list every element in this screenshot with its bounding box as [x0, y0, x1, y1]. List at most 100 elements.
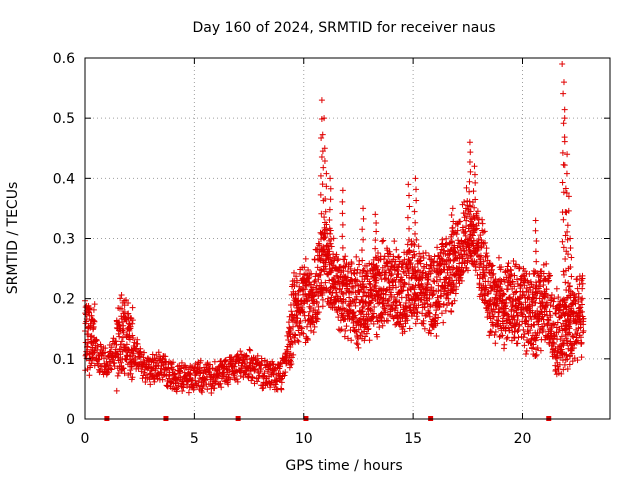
data-point: [364, 306, 371, 313]
data-point: [315, 303, 322, 310]
data-point: [543, 260, 550, 267]
data-point: [113, 341, 120, 348]
data-point-spike: [405, 236, 412, 243]
data-point-spike: [466, 188, 473, 195]
data-point: [233, 376, 240, 383]
data-point: [391, 238, 398, 245]
data-point: [209, 365, 216, 372]
data-point-spike: [360, 288, 367, 295]
data-point: [261, 370, 268, 377]
data-point: [295, 338, 302, 345]
data-point: [555, 294, 562, 301]
data-point: [287, 361, 294, 368]
data-point: [127, 367, 134, 374]
data-point: [225, 381, 232, 388]
data-point: [483, 245, 490, 252]
data-point: [404, 287, 411, 294]
data-point: [412, 305, 419, 312]
data-point: [380, 300, 387, 307]
y-axis-label: SRMTID / TECUs: [5, 182, 21, 295]
data-point: [315, 309, 322, 316]
data-point: [507, 273, 514, 280]
data-point: [429, 292, 436, 299]
data-point: [458, 277, 465, 284]
data-point-spike: [532, 279, 539, 286]
data-point: [368, 292, 375, 299]
data-point: [90, 306, 97, 313]
data-point: [186, 370, 193, 377]
data-point: [242, 353, 249, 360]
data-point: [363, 284, 370, 291]
data-point: [579, 272, 586, 279]
data-point: [395, 270, 402, 277]
data-point: [523, 285, 530, 292]
data-point: [450, 280, 457, 287]
data-point: [389, 306, 396, 313]
data-point: [129, 374, 136, 381]
data-point-spike: [340, 290, 347, 297]
data-point: [343, 323, 350, 330]
data-point: [378, 315, 385, 322]
data-point: [400, 323, 407, 330]
data-point: [580, 315, 587, 322]
data-point: [500, 290, 507, 297]
data-point: [106, 348, 113, 355]
data-point: [434, 294, 441, 301]
data-point-spike: [566, 282, 573, 289]
data-point: [445, 299, 452, 306]
data-point: [486, 300, 493, 307]
data-point: [414, 316, 421, 323]
data-point: [444, 269, 451, 276]
data-point: [578, 301, 585, 308]
data-point: [414, 309, 421, 316]
data-point: [545, 278, 552, 285]
data-point: [433, 278, 440, 285]
data-point: [322, 279, 329, 286]
data-point: [304, 298, 311, 305]
data-point: [495, 317, 502, 324]
data-point: [422, 249, 429, 256]
data-point: [132, 355, 139, 362]
data-point-spike: [467, 168, 474, 175]
data-point: [347, 265, 354, 272]
data-point: [346, 294, 353, 301]
data-point-spike: [322, 234, 329, 241]
data-point: [579, 280, 586, 287]
data-point: [442, 307, 449, 314]
data-point: [385, 317, 392, 324]
data-point: [508, 271, 515, 278]
data-point: [291, 269, 298, 276]
data-point: [534, 345, 541, 352]
data-point: [519, 313, 526, 320]
data-point: [127, 370, 134, 377]
data-point: [82, 352, 89, 359]
data-point: [159, 376, 166, 383]
data-point-spike: [372, 211, 379, 218]
data-point: [379, 322, 386, 329]
data-point: [300, 309, 307, 316]
y-tick-label: 0.6: [53, 51, 75, 67]
data-point-spike: [565, 193, 572, 200]
data-point: [521, 292, 528, 299]
data-point-spike: [564, 151, 571, 158]
data-point: [174, 385, 181, 392]
data-point: [355, 326, 362, 333]
data-point: [179, 388, 186, 395]
data-point: [393, 302, 400, 309]
data-point: [118, 292, 125, 299]
data-point: [125, 299, 132, 306]
data-point: [319, 289, 326, 296]
data-point: [387, 251, 394, 258]
data-point: [177, 368, 184, 375]
data-point-spike: [565, 207, 572, 214]
data-point: [249, 374, 256, 381]
data-point: [484, 257, 491, 264]
data-point: [395, 289, 402, 296]
data-point-spike: [568, 254, 575, 261]
data-point-spike: [404, 214, 411, 221]
data-point: [312, 273, 319, 280]
data-point: [294, 337, 301, 344]
data-point-spike: [449, 264, 456, 271]
data-point: [315, 276, 322, 283]
data-point-spike: [359, 299, 366, 306]
